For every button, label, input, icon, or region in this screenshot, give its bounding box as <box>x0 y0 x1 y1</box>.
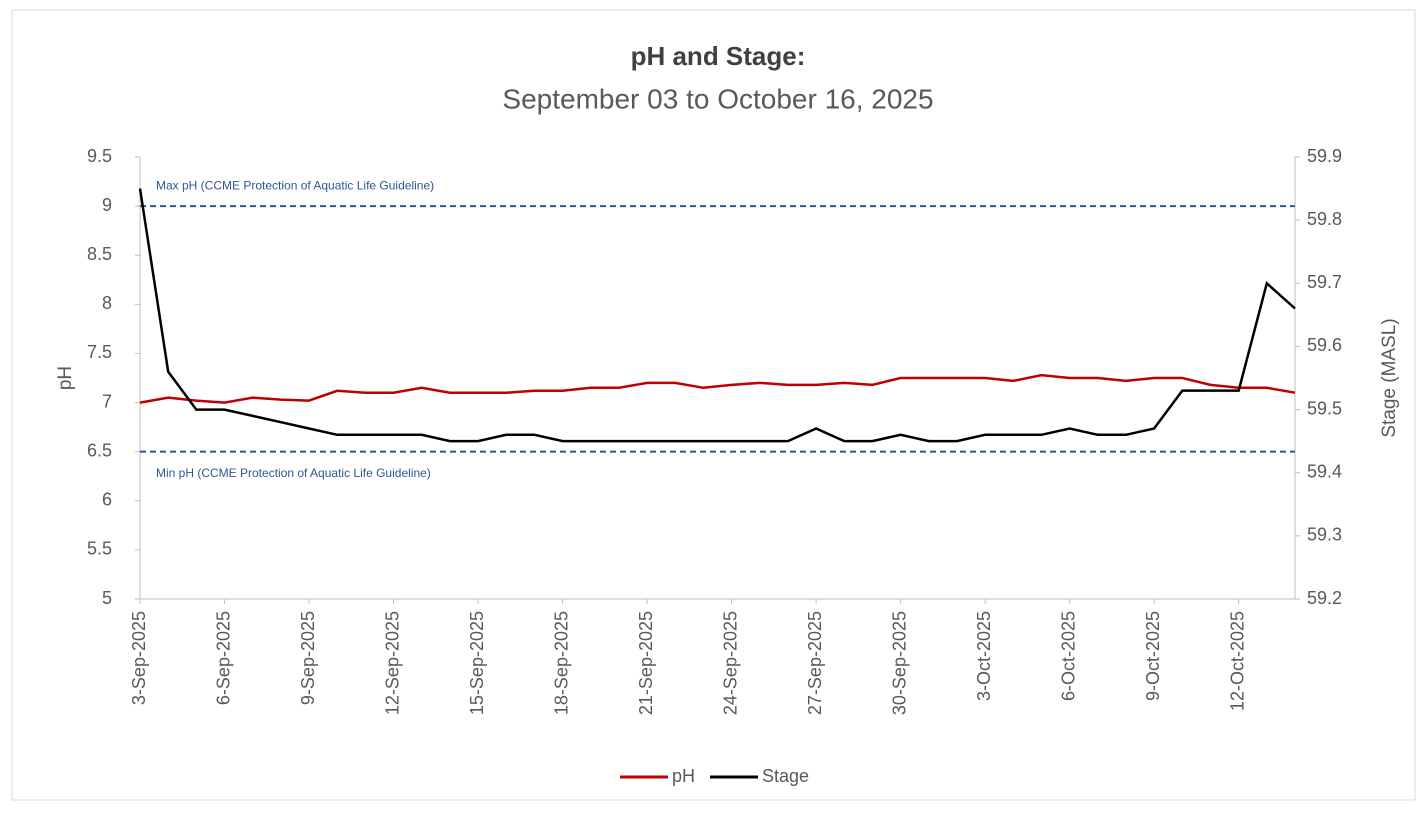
y2-axis-label: Stage (MASL) <box>1379 318 1400 437</box>
x-tick-label: 12-Oct-2025 <box>1227 611 1247 711</box>
x-tick-label: 3-Sep-2025 <box>129 611 149 705</box>
y-tick-label: 6 <box>102 490 112 510</box>
y-tick-label: 8 <box>102 293 112 313</box>
y-tick-label: 6.5 <box>87 440 112 460</box>
x-tick-label: 27-Sep-2025 <box>805 611 825 715</box>
x-tick-label: 12-Sep-2025 <box>382 611 402 715</box>
x-tick-label: 9-Sep-2025 <box>298 611 318 705</box>
y-axis-label: pH <box>55 366 76 390</box>
y2-tick-label: 59.5 <box>1307 398 1342 418</box>
reference-label: Max pH (CCME Protection of Aquatic Life … <box>156 178 434 192</box>
x-tick-label: 15-Sep-2025 <box>467 611 487 715</box>
y2-tick-label: 59.2 <box>1307 588 1342 608</box>
reference-label: Min pH (CCME Protection of Aquatic Life … <box>156 466 431 480</box>
y2-tick-label: 59.6 <box>1307 335 1342 355</box>
y2-tick-label: 59.4 <box>1307 461 1342 481</box>
chart-title: pH and Stage: <box>631 41 806 71</box>
y-tick-label: 5 <box>102 588 112 608</box>
y2-tick-label: 59.9 <box>1307 146 1342 166</box>
y-tick-label: 7.5 <box>87 342 112 362</box>
chart-frame <box>11 9 1416 801</box>
x-tick-label: 9-Oct-2025 <box>1143 611 1163 701</box>
x-tick-label: 6-Sep-2025 <box>213 611 233 705</box>
y-tick-label: 9.5 <box>87 146 112 166</box>
y2-tick-label: 59.3 <box>1307 525 1342 545</box>
x-tick-label: 6-Oct-2025 <box>1058 611 1078 701</box>
y2-tick-label: 59.7 <box>1307 272 1342 292</box>
x-tick-label: 3-Oct-2025 <box>974 611 994 701</box>
y-tick-label: 5.5 <box>87 539 112 559</box>
series-line <box>138 188 1296 443</box>
y-tick-label: 7 <box>102 391 112 411</box>
x-tick-label: 18-Sep-2025 <box>551 611 571 715</box>
x-tick-label: 24-Sep-2025 <box>720 611 740 715</box>
chart-subtitle: September 03 to October 16, 2025 <box>502 83 933 114</box>
x-tick-label: 21-Sep-2025 <box>636 611 656 715</box>
series-line <box>139 373 1296 404</box>
y2-tick-label: 59.8 <box>1307 209 1342 229</box>
legend-label: pH <box>672 766 695 786</box>
x-tick-label: 30-Sep-2025 <box>889 611 909 715</box>
y-tick-label: 9 <box>102 195 112 215</box>
y-tick-label: 8.5 <box>87 244 112 264</box>
legend-label: Stage <box>762 766 809 786</box>
